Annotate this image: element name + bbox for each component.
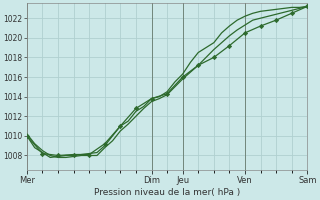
X-axis label: Pression niveau de la mer( hPa ): Pression niveau de la mer( hPa ) [94,188,240,197]
